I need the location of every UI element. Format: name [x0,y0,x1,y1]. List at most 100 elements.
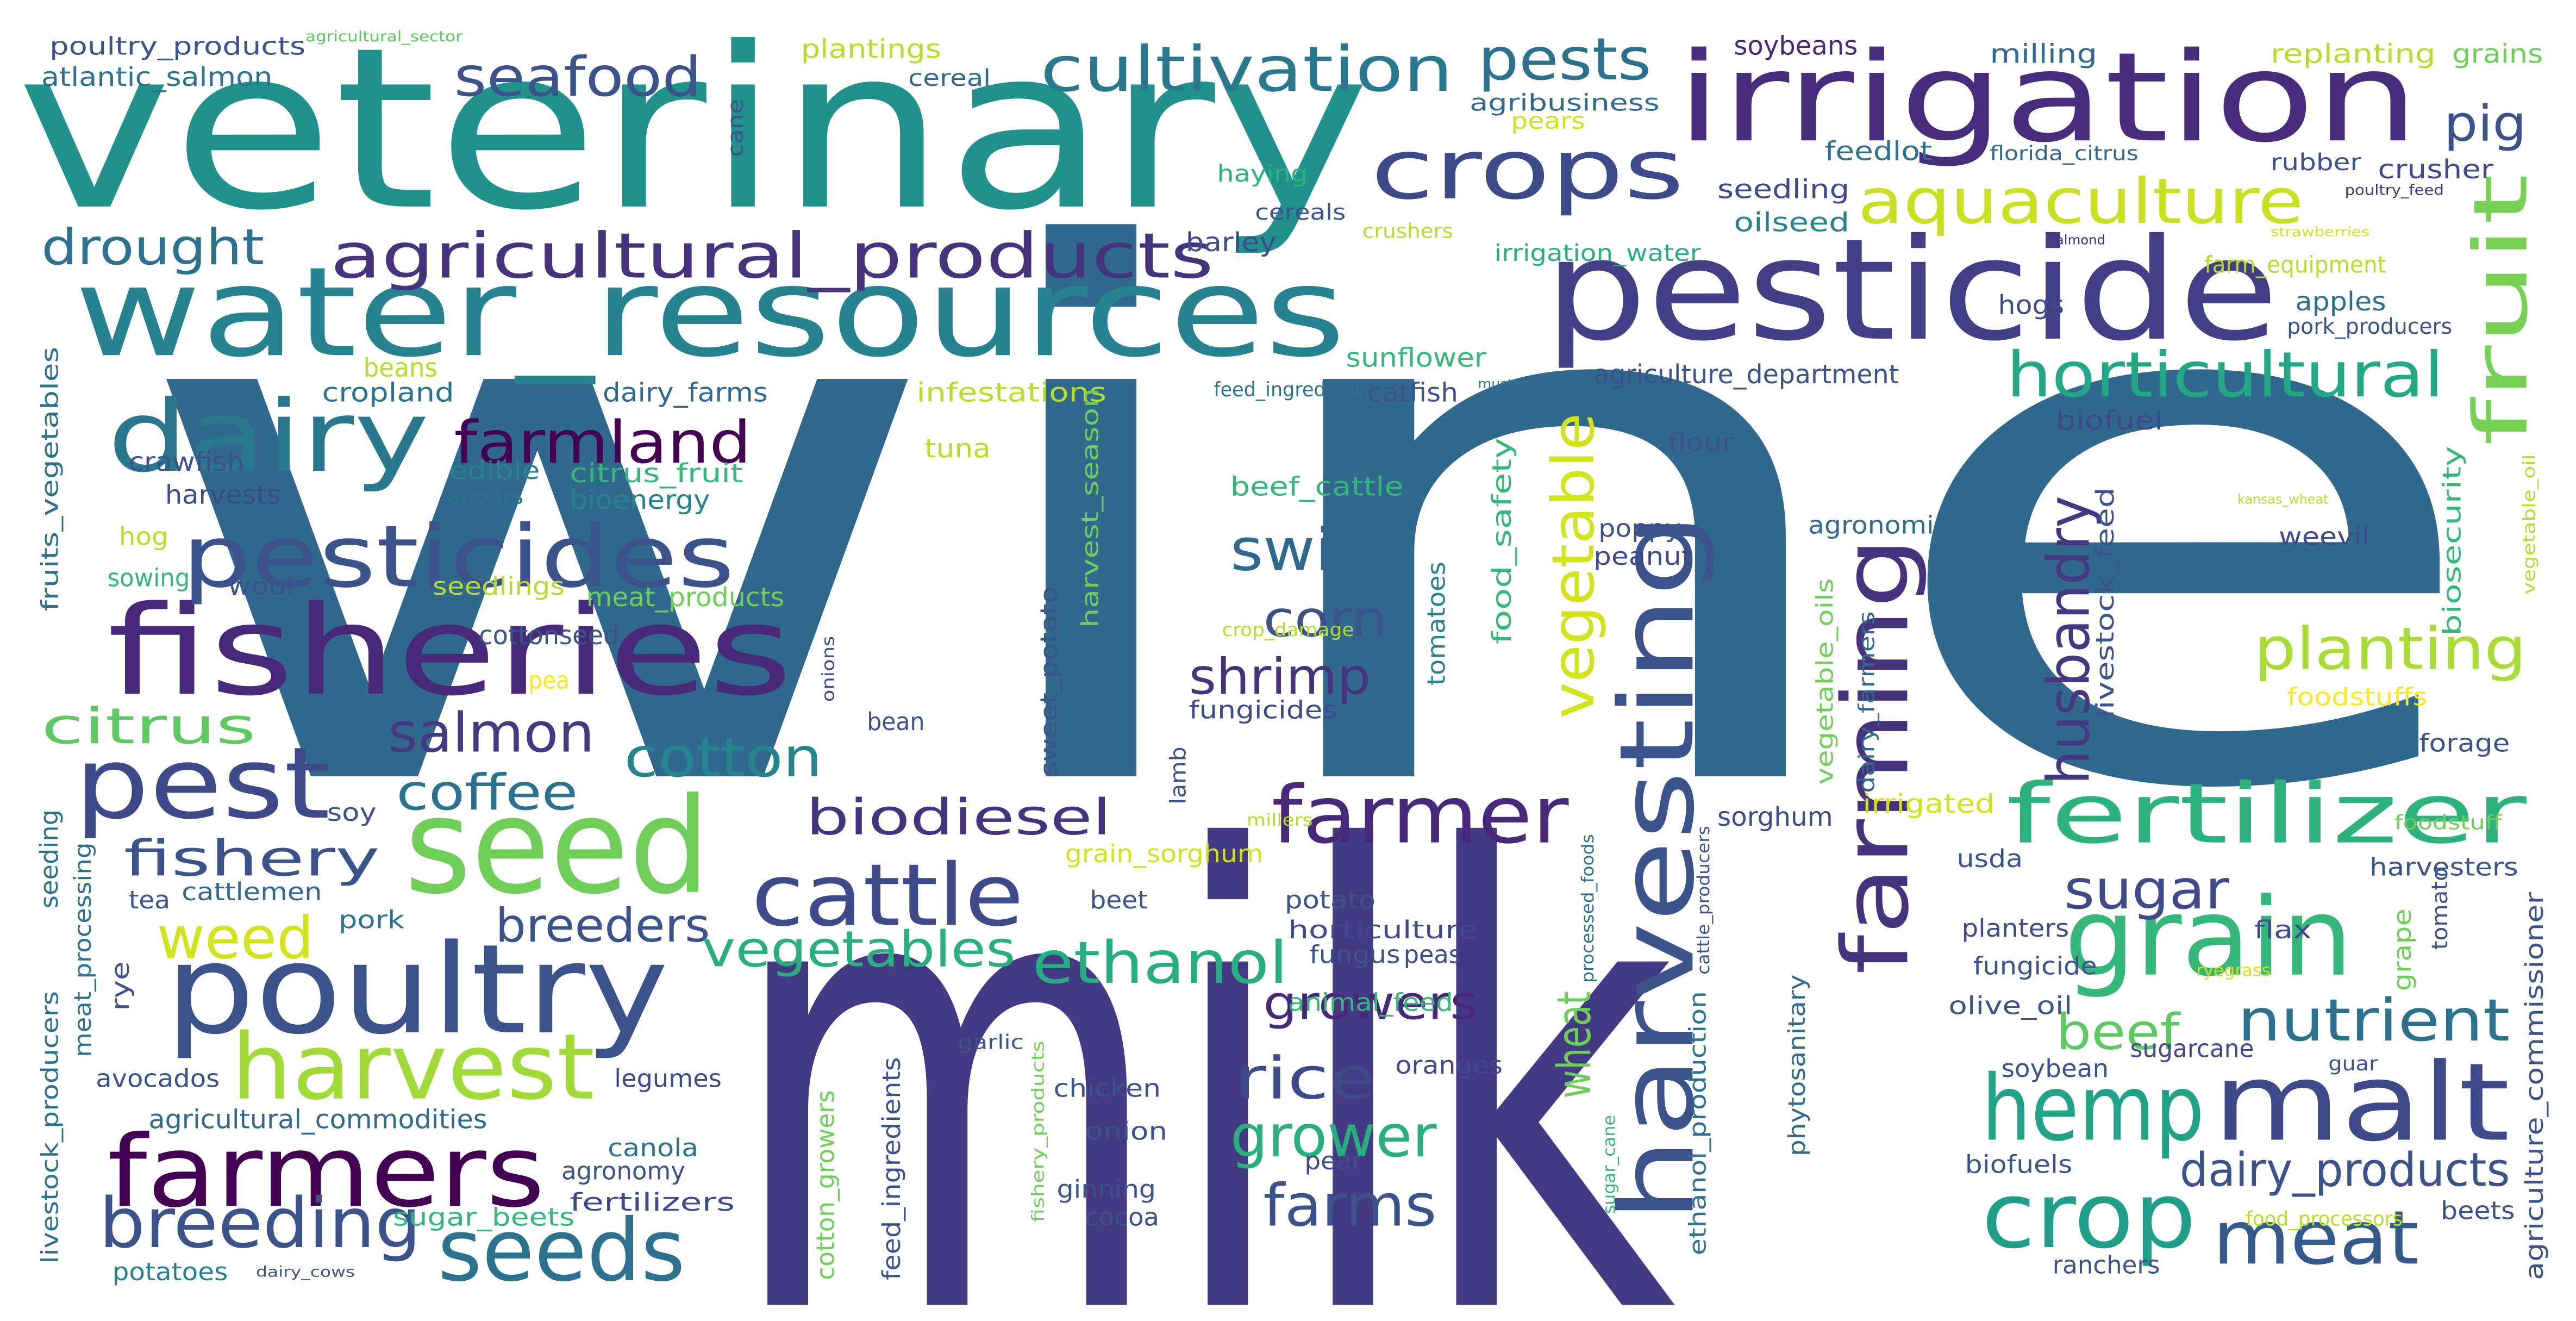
word: cattle [752,846,1024,946]
word: grains [2452,39,2543,69]
word: swine [1230,516,1412,584]
word: fishery_products [1029,1040,1048,1222]
word: feed_ingredients [877,1057,906,1280]
word: grape [2388,908,2417,991]
word: poultry_products [49,32,305,60]
word: farmland [454,409,752,477]
word: olive_oil [1948,992,2072,1020]
word: nutrient [2237,987,2510,1055]
word: aquaculture [1858,165,2303,238]
word: vegetable_oil [2520,454,2539,594]
word: barley [1186,227,1277,258]
word: beet [1090,886,1147,914]
word: biofuels [1965,1150,2073,1179]
word: meat_processing [70,843,97,1057]
word: dairy_products [2180,1144,2510,1198]
word: poppy [1598,514,1681,543]
word: seedlings [433,572,565,601]
word: crop_damage [1222,619,1354,640]
word: agricultural_sector [305,28,462,45]
word: poultry [165,918,669,1062]
word: biofuel [2056,406,2164,436]
word: citrus [41,698,256,755]
word: pesticide [1544,209,2279,372]
word: bioenergy [570,485,710,515]
word: phytosanitary [1784,975,1811,1156]
word: seed [404,770,710,924]
word: sugar [2064,858,2230,921]
word: soy [327,798,377,827]
word: tea [129,886,170,914]
word: biosecurity [2437,446,2466,635]
word: garlic [958,1031,1024,1054]
word: irrigated [1862,789,1994,819]
word: mustard [1478,376,1535,391]
word: crusher [2378,154,2493,185]
word: sugarcane [2130,1035,2254,1063]
word: animal_feed [1288,988,1453,1017]
word: breeders [496,899,710,953]
word: sugar_beets [393,1203,574,1232]
word: dairy [108,379,430,494]
word: pests [1478,26,1651,94]
word: cattlemen [182,877,322,906]
word: grower [1230,1103,1437,1170]
word: dairy_cows [256,1264,355,1281]
word: hogs [1998,290,2065,320]
word: onion [1085,1117,1167,1146]
word: replanting [2271,39,2436,69]
word: fisheries [108,579,793,723]
word: planters [1962,914,2069,943]
word: livestock_producers [36,991,64,1263]
word: fertilizers [570,1188,735,1217]
word: agribusiness [1470,90,1659,117]
word: pest [74,726,330,841]
word: haying [1217,160,1308,188]
word: agriculture_department [1593,359,1899,390]
word: breeding [99,1183,421,1263]
word: avocados [96,1064,220,1093]
word: sorghum [1717,802,1833,832]
word: malt [2213,1040,2510,1166]
word: pears [1511,108,1585,135]
word: crop [1981,1163,2196,1269]
word: agricultural_commodities [148,1104,487,1135]
word: rye [106,961,135,1011]
word: ethanol [1032,930,1288,997]
word: fishery [124,830,380,887]
word: agriculture_commissioner [2520,892,2549,1280]
word: harvesting [1598,512,1717,1222]
word: cereal [908,65,991,92]
word: potatoes [112,1257,228,1286]
word: crawfish [129,447,245,477]
word: cane [723,99,748,157]
word: agronomic [1808,510,1948,539]
word: seeds [437,1201,685,1301]
word: planting [2254,616,2527,683]
word: cottonseed [479,620,619,651]
word: harvests [165,480,281,510]
word: meat_products [586,582,785,613]
word: apples [2295,286,2386,317]
word: flax [2254,915,2312,944]
word: beef [2056,1004,2181,1061]
word: fruit [2458,173,2544,446]
word: milling [1990,39,2097,69]
word: coffee [396,764,578,821]
word: onions [819,636,838,702]
word: cattle_producers [1695,826,1714,975]
word: florida_citrus [1990,142,2139,165]
word: vegetables [702,921,1015,979]
word: sowing [108,564,190,593]
word: biodiesel [806,789,1111,846]
word: wool [228,572,294,601]
word: wine [124,102,2493,948]
word: pork [339,906,405,934]
word: salmon [388,701,595,765]
word: pea [528,666,570,695]
word: wheat [1548,991,1602,1099]
word: hemp [1981,1056,2204,1162]
word: usda [1957,844,2023,873]
word: edible [449,456,540,485]
